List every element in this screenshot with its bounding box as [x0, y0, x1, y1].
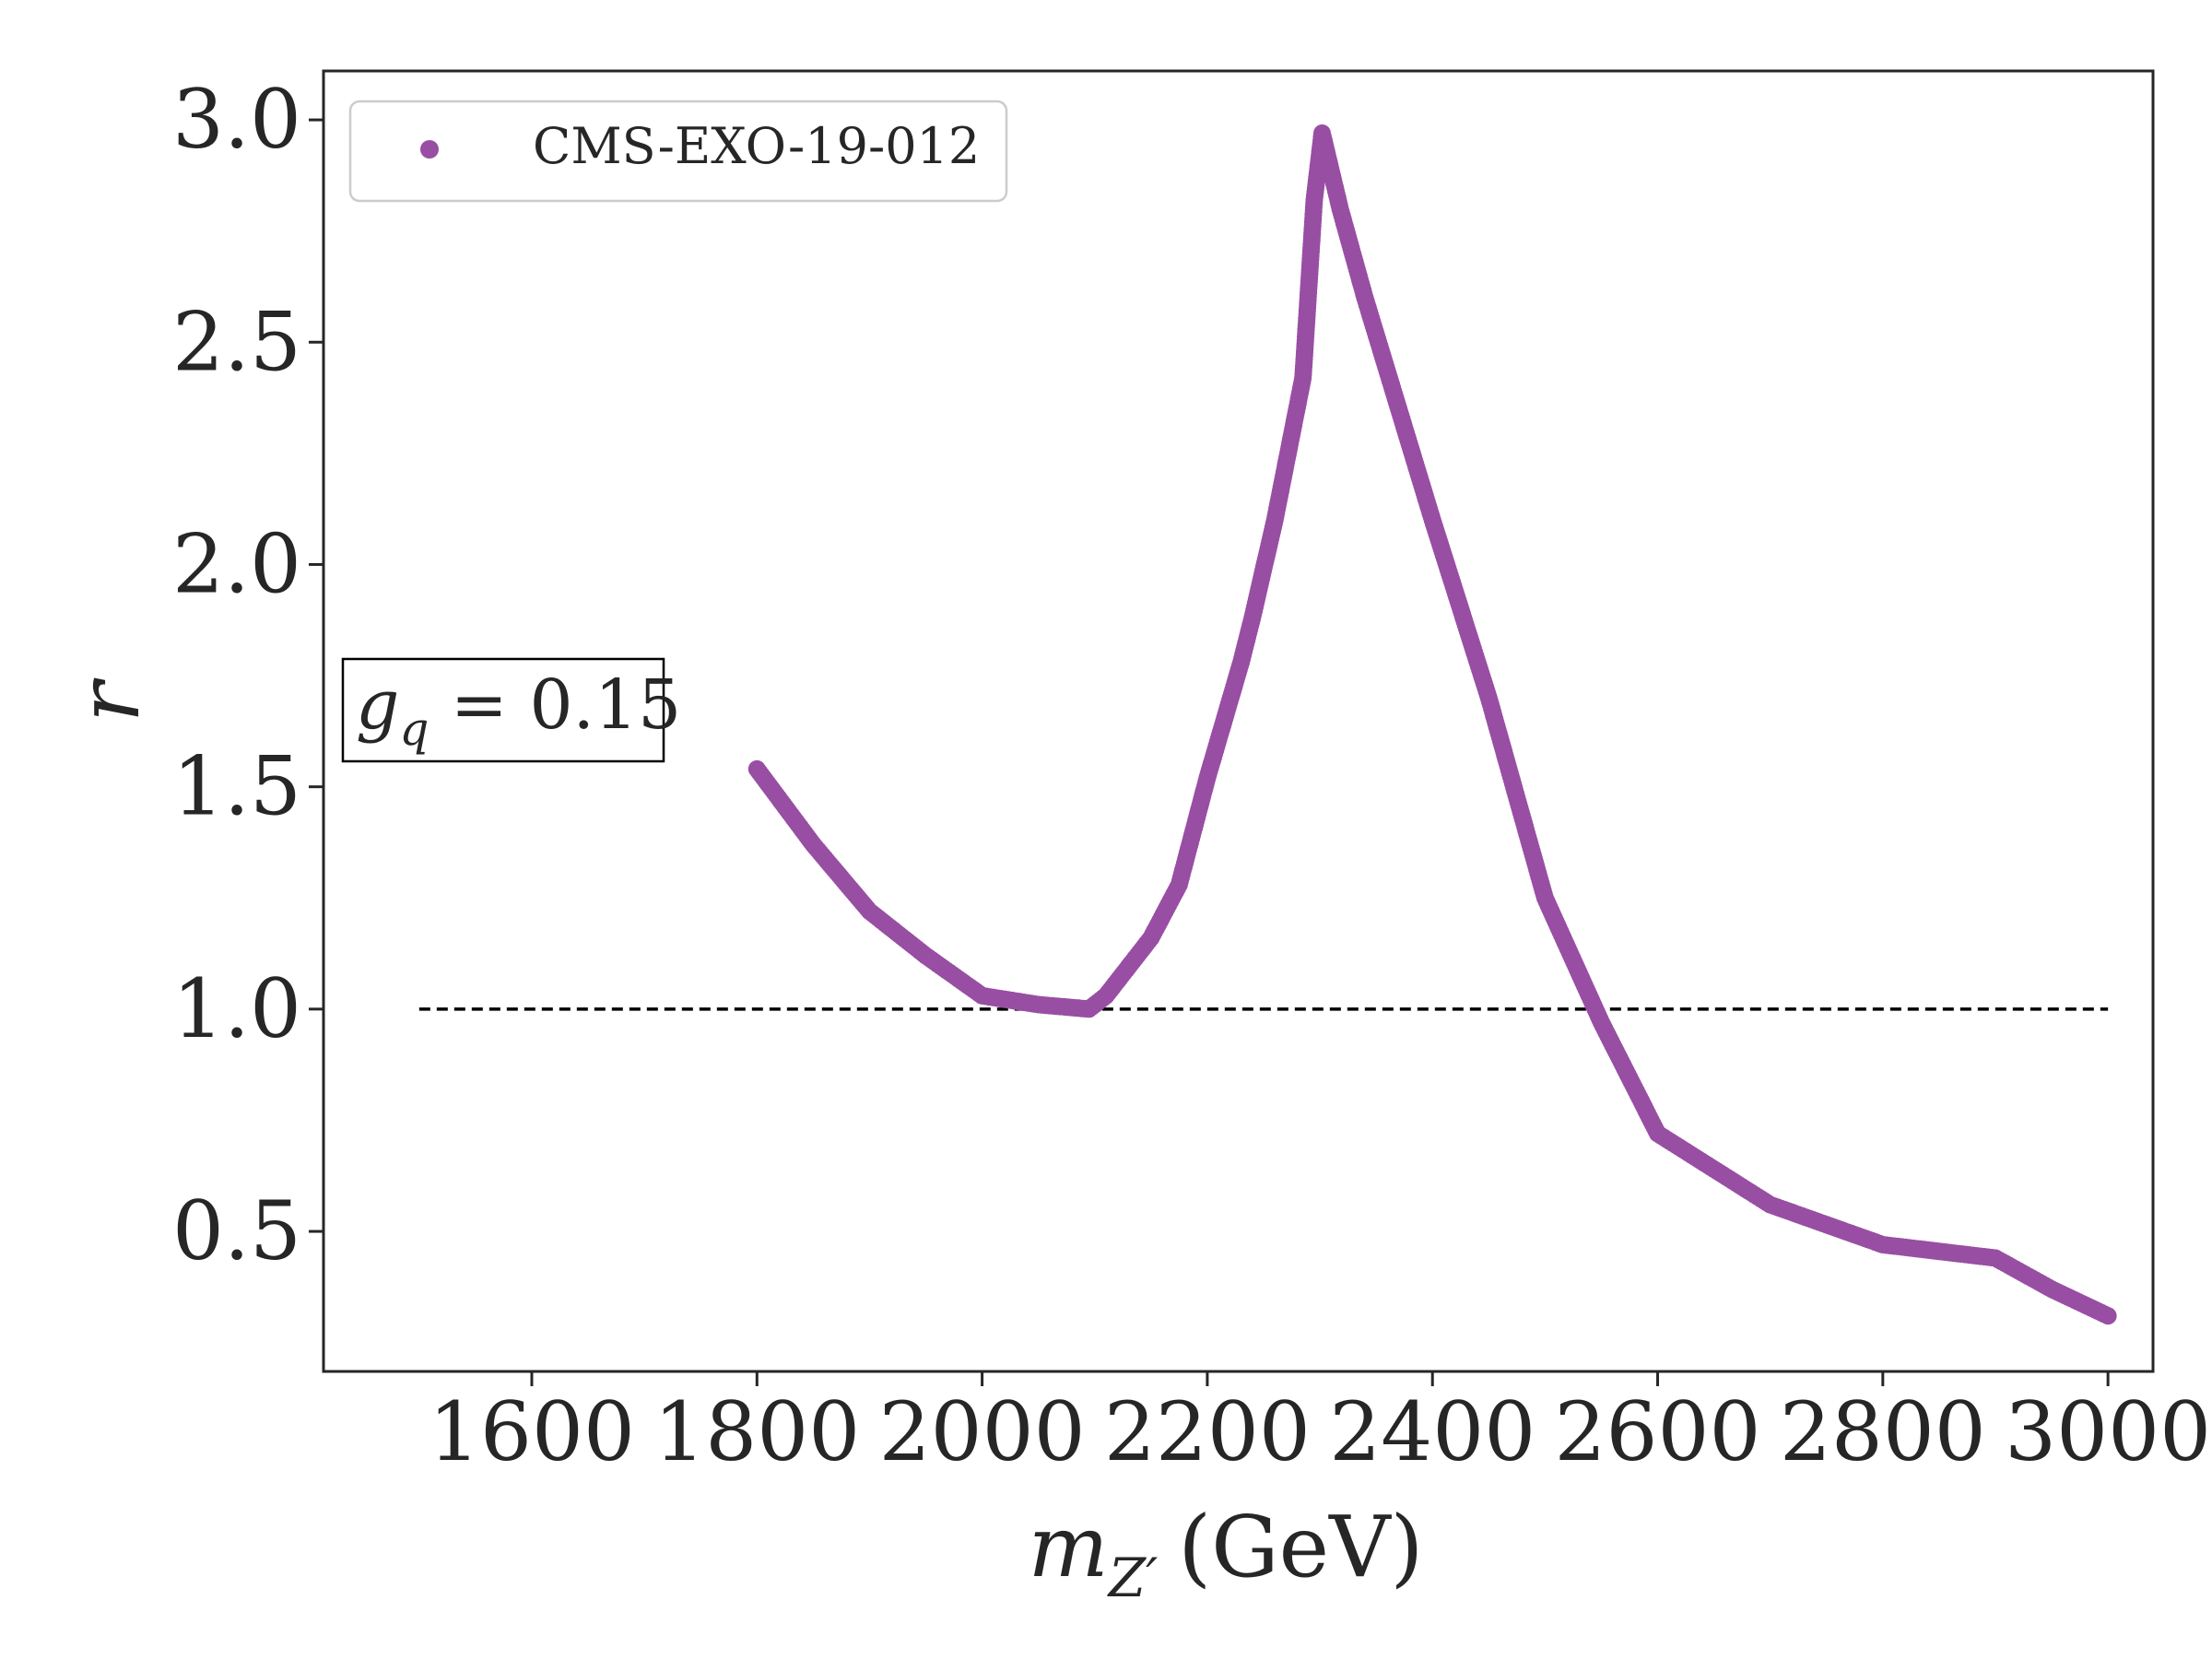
axis-ticks: 1600 1800 2000 2200 2400 2600 2800 3000 0.5 1.0 1.…	[172, 72, 2211, 1479]
x-tick-label: 3000	[2005, 1384, 2211, 1479]
y-tick-label: 0.5	[172, 1183, 301, 1278]
y-tick-label: 1.0	[172, 961, 301, 1056]
annotation-box	[341, 657, 665, 763]
y-tick-label: 1.5	[172, 739, 301, 834]
coupling-annotation: gq = 0.15	[341, 657, 681, 763]
x-tick-label: 1800	[653, 1384, 860, 1479]
x-tick-label: 2200	[1104, 1384, 1311, 1479]
x-axis-title-unit: (GeV)	[1178, 1498, 1423, 1596]
y-tick-label: 2.5	[172, 294, 301, 389]
legend: CMS-EXO-19-012	[348, 100, 1008, 203]
annotation-value: = 0.15	[429, 665, 681, 745]
data-point	[2099, 1307, 2117, 1325]
legend-marker	[420, 140, 439, 159]
series-points	[747, 124, 2117, 1325]
legend-label: CMS-EXO-19-012	[533, 117, 980, 175]
legend-box	[348, 100, 1008, 203]
x-tick-label: 2600	[1555, 1384, 1761, 1479]
plot-frame	[322, 69, 2155, 1373]
x-tick-label: 2800	[1780, 1384, 1986, 1479]
x-tick-label: 2000	[879, 1384, 1086, 1479]
x-axis-title-symbol: m	[1029, 1498, 1109, 1596]
y-axis-title: r	[60, 677, 159, 723]
y-tick-label: 3.0	[172, 72, 301, 167]
x-tick-label: 1600	[429, 1384, 635, 1479]
svg-text:gq = 0.15: gq = 0.15	[356, 665, 681, 756]
y-tick-label: 2.0	[172, 516, 301, 611]
x-axis-title-subscript: Z′	[1107, 1547, 1158, 1609]
svg-text:mZ′(GeV): mZ′ (GeV)	[1029, 1498, 1424, 1609]
annotation-symbol: g	[356, 665, 399, 745]
annotation-subscript: q	[399, 702, 429, 756]
x-tick-label: 2400	[1329, 1384, 1535, 1479]
